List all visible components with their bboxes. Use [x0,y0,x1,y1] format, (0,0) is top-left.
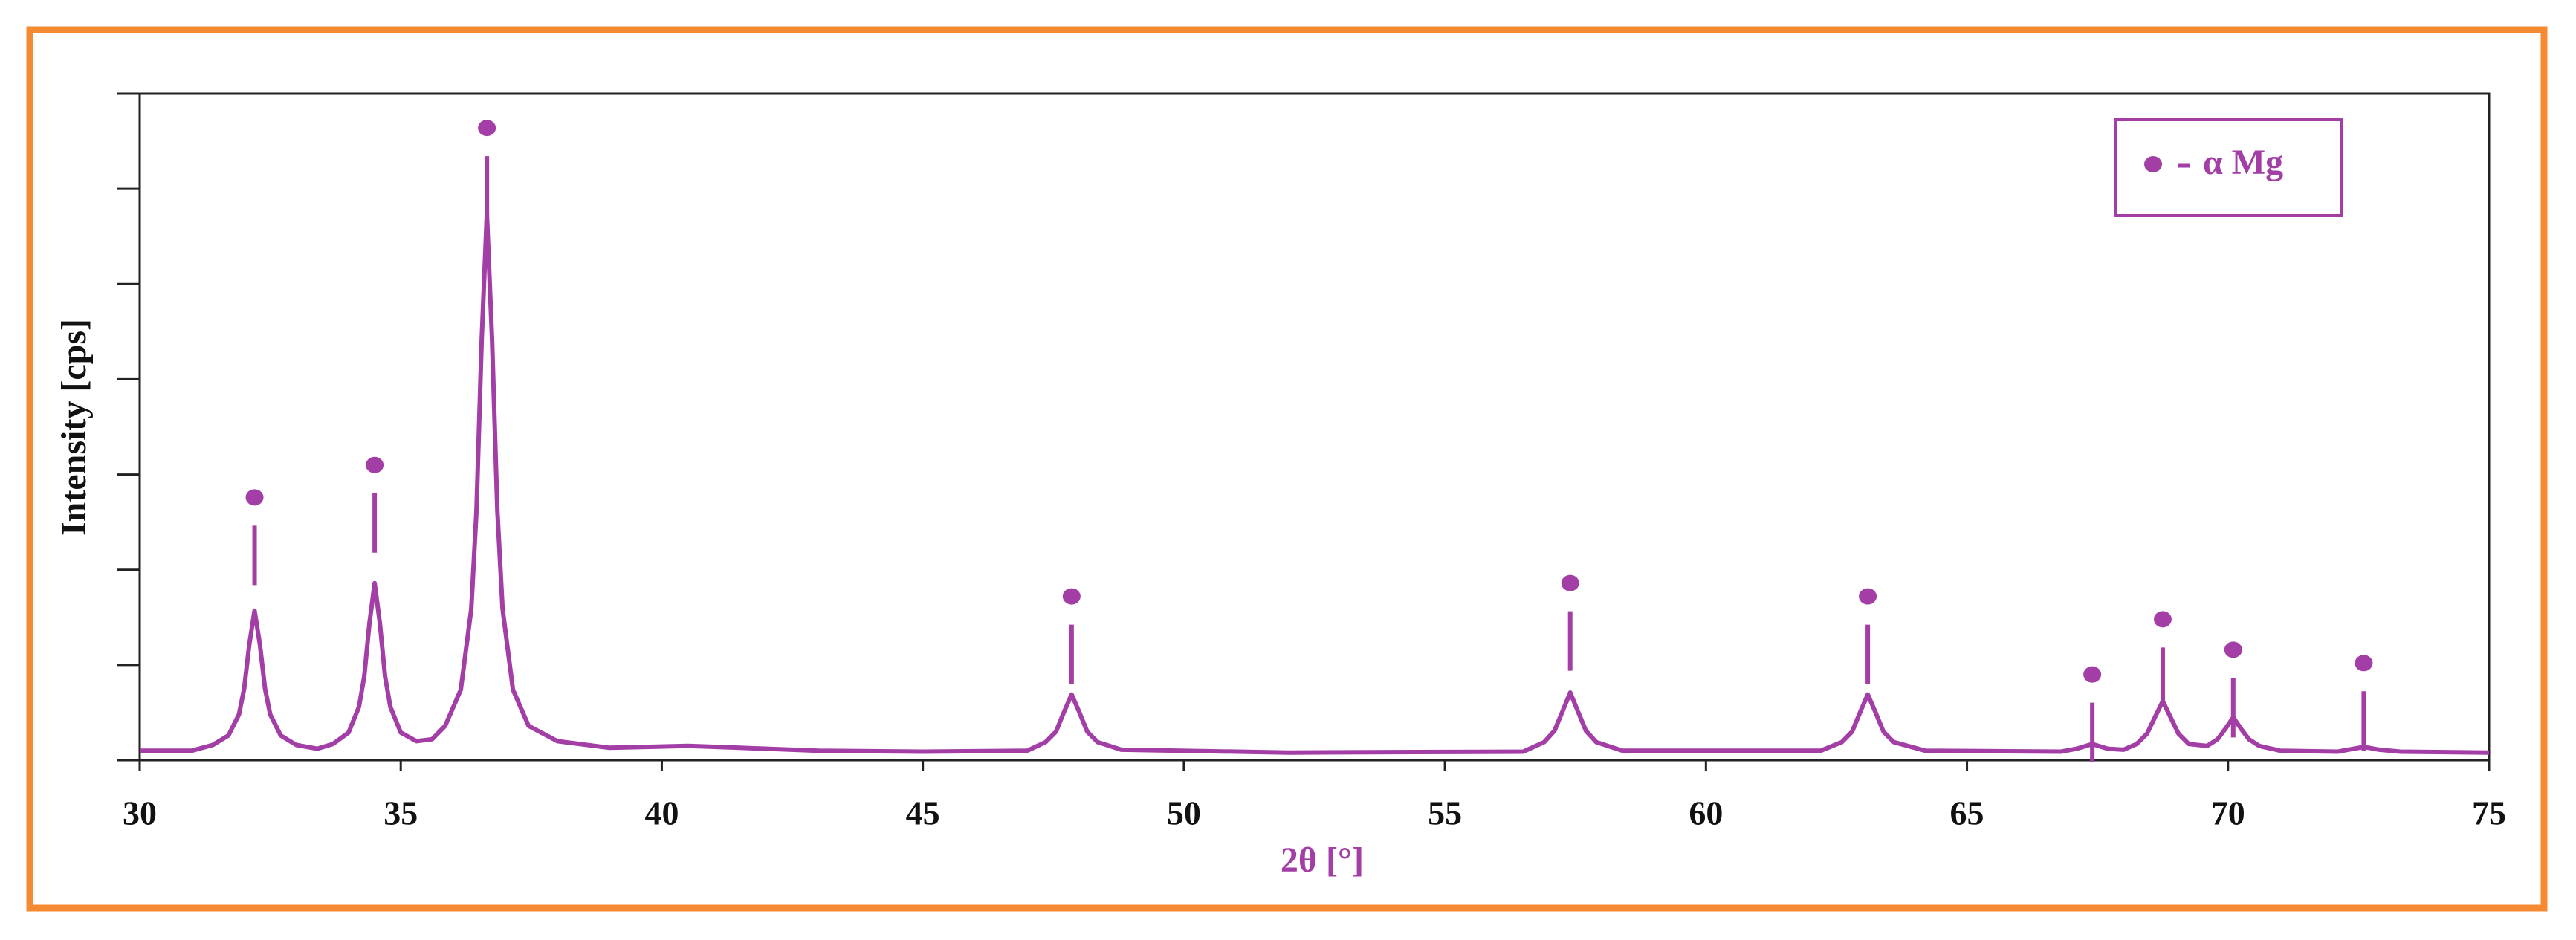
x-tick-label: 55 [1428,794,1462,832]
peak-marker [2083,666,2102,683]
peak-marker [366,456,384,473]
xrd-pattern [140,211,2490,755]
x-axis-label: 2θ [°] [1281,840,1364,880]
x-tick-label: 40 [644,794,679,832]
peak-marker [478,120,496,137]
x-tick-label: 65 [1950,794,1984,832]
peak-marker [2355,655,2373,672]
x-tick-label: 45 [906,794,940,832]
x-tick-label: 70 [2211,794,2245,832]
peak-marker [1859,588,1877,605]
plot-frame [138,92,2491,762]
peak-marker [2153,611,2172,628]
legend-marker [2144,156,2162,172]
y-axis-label: Intensity [cps] [54,319,94,536]
x-tick-label: 60 [1689,794,1723,832]
x-tick-label: 75 [2472,794,2506,832]
x-tick-label: 30 [123,794,157,832]
peak-marker [245,489,264,506]
legend-label: α Mg [2203,143,2283,182]
x-tick-label: 35 [384,794,418,832]
peak-marker [1561,574,1579,591]
legend-box [2114,118,2343,217]
x-tick-label: 50 [1167,794,1201,832]
peak-marker [2224,641,2242,658]
peak-marker [1062,588,1081,605]
